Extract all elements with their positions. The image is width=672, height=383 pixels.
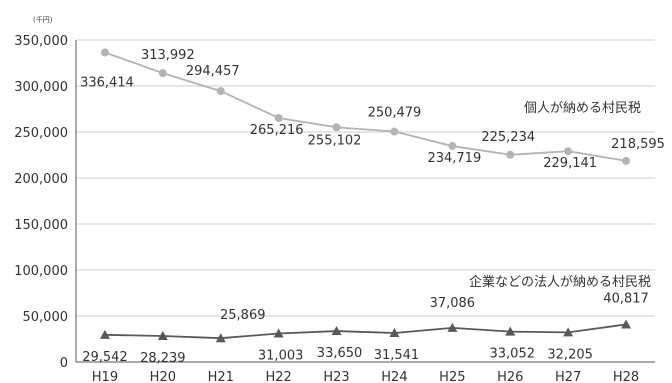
y-tick-label: 200,000 [14, 172, 68, 187]
data-point [448, 142, 457, 151]
series-label-corporate: 企業などの法人が納める村民税 [469, 274, 651, 290]
data-label: 33,650 [317, 346, 363, 361]
y-tick-label: 150,000 [14, 218, 68, 233]
series-line [104, 323, 627, 340]
data-point [563, 327, 574, 337]
data-label: 218,595 [611, 137, 665, 152]
data-label: 31,541 [374, 348, 420, 363]
data-label: 294,457 [186, 64, 240, 79]
data-point [100, 48, 109, 57]
data-label: 31,003 [258, 348, 304, 363]
x-tick-label: H25 [439, 370, 465, 383]
data-point [216, 87, 225, 96]
y-tick-label: 100,000 [14, 264, 68, 279]
y-tick-label: 50,000 [23, 310, 69, 325]
y-tick-label: 0 [60, 356, 68, 371]
data-label: 40,817 [603, 291, 649, 306]
data-point [157, 331, 168, 341]
x-tick-label: H26 [497, 370, 523, 383]
x-tick-label: H19 [92, 370, 118, 383]
data-point [505, 326, 516, 336]
series-line [104, 51, 627, 162]
data-point [506, 150, 515, 159]
data-label: 225,234 [481, 130, 535, 145]
data-label: 234,719 [427, 151, 481, 166]
data-point [564, 147, 573, 156]
data-point [389, 327, 400, 337]
data-point [158, 69, 167, 78]
data-point [274, 114, 283, 123]
data-label: 250,479 [368, 106, 422, 121]
data-point [622, 156, 631, 165]
data-label: 33,052 [490, 347, 536, 362]
series-corporate-tax: 29,542 28,239 25,869 31,003 33,650 31,541 37,0… [82, 291, 649, 366]
y-axis-ticks: 0 50,000 100,000 150,000 200,000 250,000 300,0… [14, 34, 68, 371]
y-axis-unit-label: (千円) [33, 15, 53, 24]
x-tick-label: H22 [265, 370, 291, 383]
data-label: 336,414 [80, 75, 134, 90]
series-label-individual: 個人が納める村民税 [524, 101, 641, 116]
y-tick-label: 250,000 [14, 126, 68, 141]
data-point [215, 333, 226, 343]
data-point [447, 322, 458, 332]
data-label: 255,102 [308, 133, 362, 148]
data-label: 229,141 [543, 156, 597, 171]
data-label: 28,239 [140, 351, 186, 366]
data-label: 29,542 [82, 350, 128, 365]
data-point [621, 319, 632, 329]
data-label: 32,205 [547, 347, 593, 362]
data-point [331, 326, 342, 336]
x-tick-label: H24 [381, 370, 407, 383]
x-tick-label: H28 [613, 370, 639, 383]
data-label: 313,992 [141, 48, 195, 63]
y-tick-label: 350,000 [14, 34, 68, 49]
data-label: 37,086 [430, 296, 476, 311]
data-point [390, 127, 399, 136]
y-tick-label: 300,000 [14, 80, 68, 95]
x-tick-label: H23 [323, 370, 349, 383]
data-label: 25,869 [220, 308, 266, 323]
data-label: 265,216 [250, 123, 304, 138]
x-axis-ticks: H19 H20 H21 H22 H23 H24 H25 H26 H27 H28 [92, 370, 639, 383]
data-point [273, 328, 284, 338]
x-tick-label: H21 [208, 370, 234, 383]
x-tick-label: H20 [150, 370, 176, 383]
data-point [99, 329, 110, 339]
data-point [332, 123, 341, 132]
x-tick-label: H27 [555, 370, 581, 383]
grid [75, 39, 655, 363]
